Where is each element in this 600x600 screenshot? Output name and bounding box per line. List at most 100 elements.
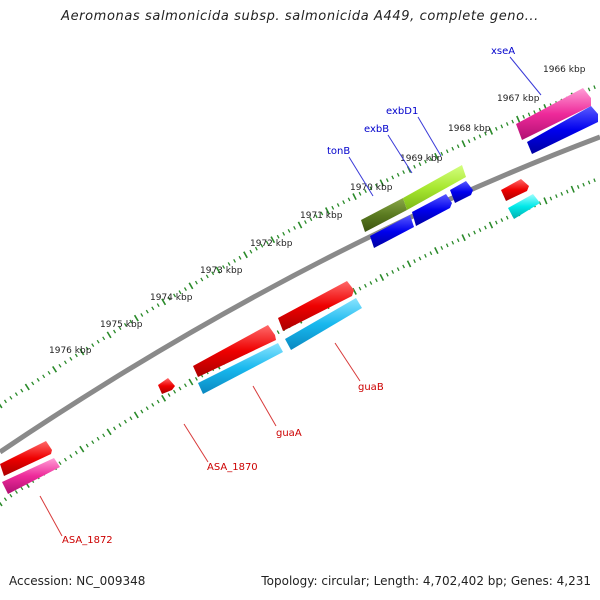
gene-exbB[interactable] [370,215,414,248]
inner-tick [173,389,177,394]
inner-tick [96,436,100,441]
outer-tick [178,290,182,295]
outer-tick [254,246,258,251]
outer-tick [297,221,303,229]
outer-tick [47,370,51,375]
inner-tick [560,191,564,196]
gene-tonB[interactable] [361,198,407,232]
inner-tick [58,461,62,466]
outer-tick [215,266,221,274]
gene-ASA_1872[interactable] [0,441,52,476]
outer-tick [74,353,78,358]
inner-tick [106,428,112,436]
inner-tick [566,189,569,194]
gene-ASA_1872-pink[interactable] [2,458,60,494]
outer-tick [96,339,100,344]
outer-tick [14,392,18,397]
inner-tick [495,220,498,225]
outer-tick [413,164,416,169]
inner-tick [85,443,89,448]
scale-labels: 1966 kbp 1967 kbp 1968 kbp 1969 kbp 1970… [49,65,586,356]
outer-tick [593,85,596,90]
gene-guaA-sky[interactable] [198,343,283,394]
outer-tick [118,326,122,331]
outer-tick [243,251,248,259]
outer-tick [478,134,482,139]
inner-tick [63,457,67,462]
inner-tick [79,445,85,453]
outer-tick [133,314,139,322]
leader-xseA [509,56,542,96]
inner-tick [396,267,400,272]
gene-xseA[interactable] [516,88,591,140]
outer-tick [123,322,127,327]
gene-exbB-2[interactable] [412,194,452,226]
gene-exbD1[interactable] [403,165,466,210]
gene-exbB-3[interactable] [450,181,473,203]
outer-tick [188,282,194,290]
outer-tick [260,243,264,248]
outer-tick [379,179,385,187]
outer-tick [140,313,144,317]
inner-tick [451,240,455,245]
inner-tick [9,493,13,498]
outer-tick [200,277,204,282]
gene-features [0,88,598,494]
topology-text: Topology: circular; Length: 4,702,402 bp… [261,574,591,588]
inner-tick [0,501,3,507]
outer-tick [129,319,133,324]
gene-ASA_1870[interactable] [158,378,175,394]
outer-tick [211,271,215,276]
outer-tick [233,258,236,263]
label-guaA: guaA [276,428,302,439]
gene-small-cyan-right[interactable] [508,194,540,219]
inner-tick [467,233,471,237]
outer-tick [500,124,504,129]
outer-tick [429,157,433,161]
tick-label-1972: 1972 kbp [250,239,293,249]
inner-tick [402,264,405,269]
outer-tick [145,309,149,314]
inner-tick [434,247,439,255]
outer-tick [304,220,307,225]
inner-tick [374,278,378,283]
gene-small-red-right[interactable] [501,179,529,201]
gene-guaB-sky[interactable] [285,298,362,350]
outer-tick [342,200,346,205]
gene-guaB[interactable] [278,281,354,331]
inner-tick [461,234,466,242]
outer-tick [9,395,13,400]
inner-tick [194,376,198,381]
outer-tick [511,119,514,124]
outer-tick [194,280,198,285]
outer-tick [440,151,444,156]
outer-tick [385,178,389,183]
inner-tick [178,386,182,391]
inner-tick [582,182,585,187]
label-exbD1: exbD1 [386,106,418,117]
inner-tick [358,286,362,291]
outer-tick [495,126,498,131]
tick-label-1976: 1976 kbp [49,346,92,356]
map-title: Aeromonas salmonicida subsp. salmonicida… [61,9,539,24]
outer-tick [358,191,362,196]
outer-tick [69,356,73,361]
tick-label-1973: 1973 kbp [200,266,243,276]
inner-tick [123,419,127,424]
inner-tick [74,450,78,455]
gene-guaA[interactable] [193,325,276,377]
inner-tick [276,330,280,335]
outer-tick [396,172,400,177]
tick-label-1966: 1966 kbp [543,65,586,75]
outer-tick [320,211,324,216]
inner-tick [440,246,444,250]
inner-tick [478,228,482,232]
label-ASA_1870: ASA_1870 [207,462,258,473]
gene-xseA-neighbor[interactable] [527,106,598,154]
outer-tick [20,388,24,393]
outer-tick [456,144,460,149]
outer-tick [3,399,7,404]
inner-tick [161,394,167,402]
inner-tick [484,225,487,230]
outer-tick [424,159,427,164]
